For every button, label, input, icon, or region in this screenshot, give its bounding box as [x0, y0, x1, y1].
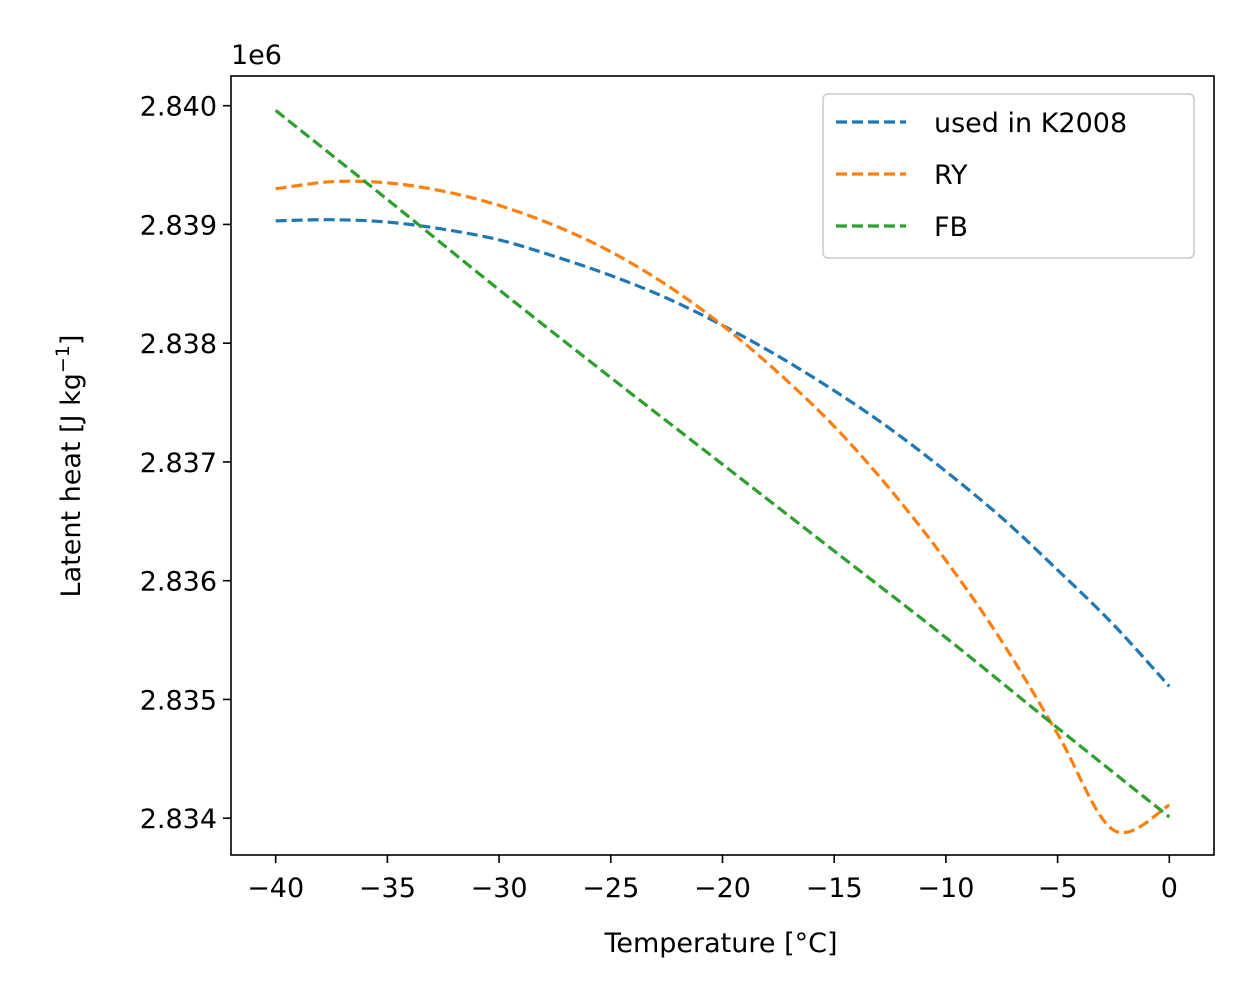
y-tick-label: 2.834 [140, 804, 217, 835]
x-tick-label: −40 [247, 873, 304, 904]
x-tick-label: 0 [1161, 873, 1178, 904]
y-axis-label-superscript: −1 [52, 345, 74, 373]
y-tick-label: 2.837 [140, 448, 217, 479]
series-line-2 [274, 109, 1171, 819]
plot-frame [230, 75, 1215, 856]
legend-label-1: RY [934, 160, 968, 191]
tick-layer: −40 −35 −30 −25 −20 −15 −10 −5 0 2.834 2.835 2.836 2… [140, 92, 1178, 904]
x-tick-label: −10 [917, 873, 974, 904]
legend-label-0: used in K2008 [934, 108, 1127, 139]
x-tick-label: −35 [359, 873, 416, 904]
x-tick-label: −20 [694, 873, 751, 904]
y-tick-label: 2.839 [140, 210, 217, 241]
x-tick-label: −25 [582, 873, 639, 904]
series-layer [274, 109, 1171, 835]
y-tick-label: 2.835 [140, 685, 217, 716]
series-line-1 [275, 179, 1171, 835]
y-axis-label: Latent heat [J kg−1] [52, 335, 87, 598]
y-axis-label-main: Latent heat [J kg [56, 373, 87, 597]
y-tick-label: 2.836 [140, 567, 217, 598]
y-offset-text: 1e6 [231, 40, 282, 71]
y-axis-label-close: ] [56, 335, 87, 346]
x-tick-label: −15 [806, 873, 863, 904]
x-tick-label: −30 [471, 873, 528, 904]
y-tick-label: 2.838 [140, 329, 217, 360]
legend-frame [822, 93, 1195, 259]
y-tick-label: 2.840 [140, 92, 217, 123]
series-line-0 [275, 218, 1171, 688]
legend: used in K2008 RY FB [822, 93, 1195, 259]
x-tick-label: −5 [1038, 873, 1078, 904]
x-axis-label: Temperature [°C] [603, 928, 837, 959]
legend-label-2: FB [934, 212, 968, 243]
